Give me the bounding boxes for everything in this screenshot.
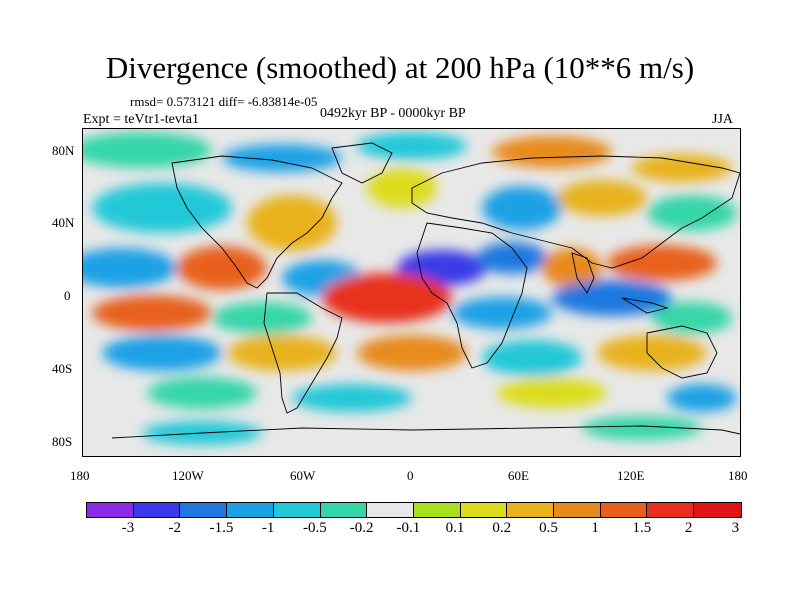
colorbar-label: 1 (591, 520, 599, 536)
colorbar-label: 2 (684, 520, 693, 536)
lat-tick-40n: 40N (52, 215, 75, 230)
colorbar-label: 0.2 (492, 520, 512, 536)
colorbar-swatch (180, 503, 228, 517)
colorbar-label: 0.1 (445, 520, 465, 536)
colorbar-label: 1.5 (632, 520, 652, 536)
lat-tick-80n: 80N (52, 143, 75, 158)
colorbar-swatch (413, 503, 461, 517)
divergence-map (82, 128, 740, 456)
colorbar-label: -0.5 (303, 520, 327, 536)
colorbar-label: -0.1 (396, 520, 421, 536)
experiment-text: Expt = teVtr1-tevta1 (83, 112, 199, 127)
colorbar-swatch (273, 503, 321, 517)
colorbar-swatch (694, 503, 741, 517)
colorbar-label: 3 (731, 520, 740, 536)
lon-tick-120e: 120E (617, 468, 645, 483)
lon-tick-0: 0 (407, 468, 414, 483)
colorbar-swatch (87, 503, 134, 517)
colorbar-swatch (600, 503, 648, 517)
lon-tick-60w: 60W (290, 468, 316, 483)
lat-tick-0: 0 (64, 288, 71, 303)
colorbar-label: -3 (121, 520, 135, 536)
lat-tick-80s: 80S (52, 434, 73, 449)
lon-tick-120w: 120W (172, 468, 204, 483)
colorbar-label: 0.5 (539, 520, 558, 536)
plot-title: Divergence (smoothed) at 200 hPa (10**6 … (105, 50, 695, 85)
colorbar-label: -2 (168, 520, 182, 536)
colorbar (86, 502, 742, 518)
lat-tick-40s: 40S (52, 361, 73, 376)
lon-tick-60e: 60E (508, 468, 529, 483)
season-text: JJA (712, 112, 734, 127)
field-contours (82, 132, 737, 445)
colorbar-swatch (507, 503, 555, 517)
colorbar-swatch (460, 503, 508, 517)
period-text: 0492kyr BP - 0000kyr BP (320, 106, 466, 121)
coastlines (111, 142, 740, 439)
stats-text: rmsd= 0.573121 diff= -6.83814e-05 (130, 94, 318, 109)
colorbar-swatch (227, 503, 274, 517)
colorbar-swatch (647, 503, 695, 517)
colorbar-swatch (367, 503, 414, 517)
lon-tick-180w: 180 (70, 468, 90, 483)
colorbar-label: -1 (261, 520, 275, 536)
colorbar-swatch (133, 503, 181, 517)
colorbar-label: -1.5 (209, 520, 234, 536)
lon-tick-180e: 180 (728, 468, 748, 483)
colorbar-swatch (320, 503, 368, 517)
colorbar-swatch (554, 503, 601, 517)
map-svg (82, 128, 740, 456)
colorbar-label: -0.2 (349, 520, 374, 536)
